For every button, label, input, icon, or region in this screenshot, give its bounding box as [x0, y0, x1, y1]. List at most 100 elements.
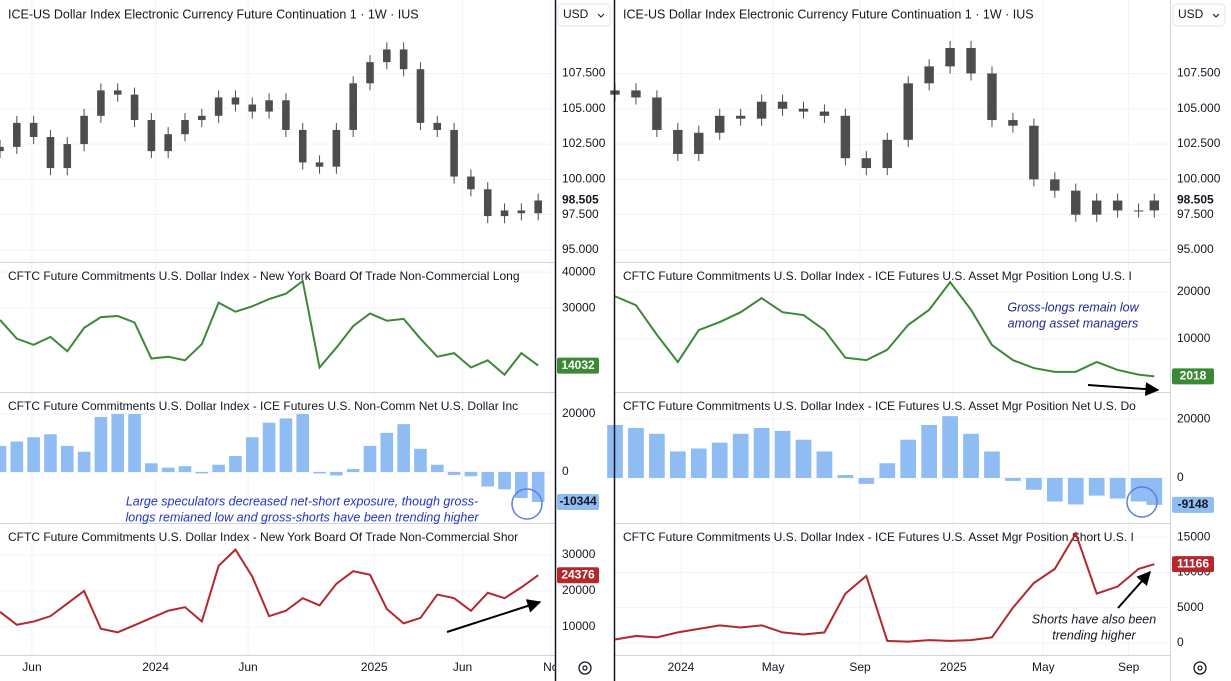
bar: [816, 451, 833, 478]
currency-label[interactable]: USD: [1178, 7, 1204, 21]
pane-title: CFTC Future Commitments U.S. Dollar Inde…: [623, 530, 1134, 544]
bar: [732, 433, 749, 478]
candle-body: [798, 108, 809, 112]
series-line: [0, 548, 539, 634]
bar: [296, 414, 310, 472]
bar: [363, 445, 377, 472]
bar: [161, 467, 175, 472]
pane-title: CFTC Future Commitments U.S. Dollar Inde…: [623, 269, 1132, 283]
settings-icon[interactable]: [1197, 665, 1203, 671]
y-tick-label: 97.500: [562, 207, 599, 221]
settings-icon[interactable]: [578, 661, 592, 675]
x-tick-label: May: [1032, 660, 1055, 674]
candle-body: [63, 144, 72, 169]
currency-label[interactable]: USD: [563, 7, 589, 21]
y-tick-label: 0: [562, 464, 569, 478]
candle-body: [349, 83, 357, 130]
pane-title: ICE-US Dollar Index Electronic Currency …: [8, 7, 419, 21]
candle-body: [715, 115, 725, 133]
candle-body: [282, 100, 290, 130]
last-value-label: -10344: [559, 494, 597, 508]
candle-body: [433, 122, 442, 130]
candle-body: [819, 111, 830, 116]
candle-body: [777, 101, 788, 109]
candle-body: [315, 162, 324, 167]
last-value-tag: [557, 493, 599, 510]
separators: [0, 0, 1171, 681]
last-value-label: 2018: [1180, 369, 1207, 383]
x-tick-label: 2024: [142, 660, 169, 674]
x-tick-label: Jun: [238, 660, 257, 674]
candle-body: [231, 97, 240, 105]
last-value-tag: [1172, 556, 1214, 573]
x-tick-label: 2025: [361, 660, 388, 674]
candle-body: [1091, 200, 1102, 215]
candle-body: [924, 66, 934, 84]
candle-body: [248, 104, 257, 112]
candle-body: [214, 97, 223, 116]
highlight-circle: [1126, 486, 1158, 518]
bar: [879, 463, 896, 478]
candle-body: [399, 49, 408, 70]
bar: [1005, 477, 1021, 481]
chevron[interactable]: [597, 13, 605, 18]
candle-body: [450, 129, 458, 177]
arrow: [1117, 570, 1151, 609]
currency-button[interactable]: USD: [1172, 3, 1226, 27]
bar: [628, 427, 644, 478]
candle-body: [29, 122, 38, 138]
settings-icon[interactable]: [1193, 661, 1207, 675]
y-tick-label: 5000: [1177, 600, 1204, 614]
candle-body: [673, 129, 683, 154]
chevron[interactable]: [1212, 13, 1220, 18]
bar: [753, 427, 770, 478]
candle-body: [861, 158, 872, 169]
bar: [669, 451, 686, 478]
pane-title: CFTC Future Commitments U.S. Dollar Inde…: [8, 269, 520, 283]
last-value-label: 14032: [561, 358, 595, 372]
arrow: [446, 599, 542, 633]
bar: [984, 451, 1000, 478]
bar: [77, 451, 91, 472]
currency-button-bg[interactable]: [557, 3, 611, 27]
bar: [515, 471, 528, 499]
bar: [128, 414, 141, 472]
candle-body: [631, 90, 641, 98]
settings-button[interactable]: [1193, 661, 1207, 675]
pane-title: CFTC Future Commitments U.S. Dollar Inde…: [8, 530, 518, 544]
y-tick-label: 97.500: [1177, 207, 1214, 221]
settings-button[interactable]: [578, 661, 592, 675]
pane-title: CFTC Future Commitments U.S. Dollar Inde…: [623, 399, 1136, 413]
currency-button-bg[interactable]: [1172, 3, 1226, 27]
y-tick-label: 0: [1177, 635, 1184, 649]
candle-body: [366, 62, 374, 84]
x-tick-label: May: [762, 660, 785, 674]
candle-body: [97, 90, 105, 116]
y-tick-label: 102.500: [1177, 136, 1221, 150]
candle-body: [1112, 200, 1123, 211]
settings-icon[interactable]: [582, 665, 588, 671]
bar: [774, 430, 791, 478]
candle-body: [500, 210, 509, 217]
y-tick-label: 20000: [1177, 284, 1211, 298]
bar: [229, 456, 242, 472]
bar: [0, 445, 7, 472]
candle-body: [735, 115, 746, 119]
currency-button[interactable]: USD: [557, 3, 611, 27]
x-tick-label: No: [543, 660, 559, 674]
bar: [711, 442, 728, 478]
bar: [346, 469, 360, 472]
y-tick-label: 10000: [562, 619, 596, 633]
bar: [858, 477, 875, 484]
candle-body: [1133, 210, 1144, 212]
candle-body: [416, 69, 425, 123]
y-tick-label: 107.500: [1177, 66, 1221, 80]
candle-body: [164, 134, 172, 152]
candle-body: [945, 48, 955, 67]
y-tick-label: 30000: [562, 547, 596, 561]
bar: [498, 471, 511, 490]
y-tick-label: 10000: [1177, 331, 1211, 345]
y-tick-label: 20000: [562, 583, 596, 597]
bar: [942, 416, 958, 478]
